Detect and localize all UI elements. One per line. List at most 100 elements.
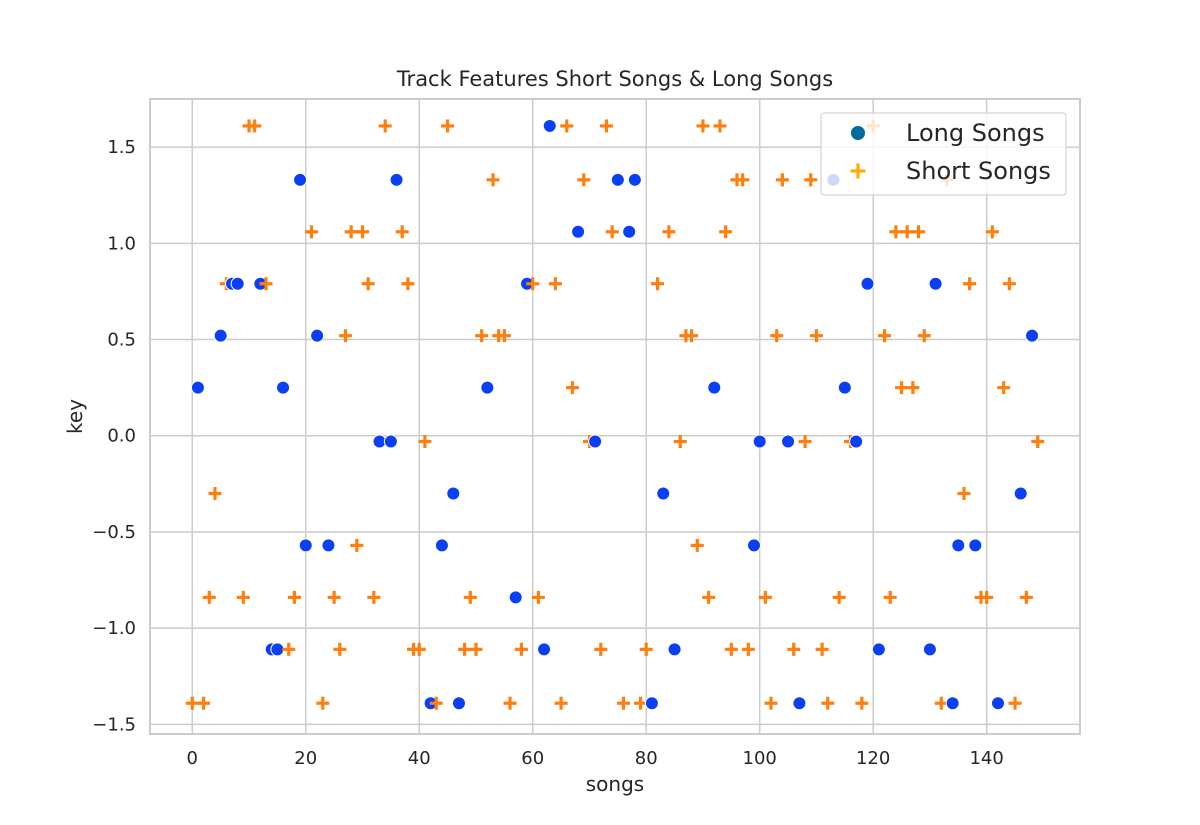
short-song-point: [554, 696, 568, 710]
short-song-point: [957, 486, 971, 500]
x-tick-label: 0: [187, 748, 198, 769]
short-song-point: [997, 381, 1011, 395]
short-song-point: [605, 225, 619, 239]
long-song-point: [310, 328, 325, 343]
short-song-point: [361, 277, 375, 291]
long-song-point: [747, 538, 762, 553]
long-song-point: [945, 696, 960, 711]
short-song-point: [832, 590, 846, 604]
x-tick-label: 100: [743, 748, 777, 769]
short-song-point: [696, 119, 710, 133]
short-song-point: [412, 642, 426, 656]
long-song-point: [298, 538, 313, 553]
long-song-point: [542, 118, 557, 133]
short-song-point: [304, 225, 318, 239]
long-song-point: [537, 642, 552, 657]
short-song-point: [401, 277, 415, 291]
short-song-point: [316, 696, 330, 710]
tick-labels: 0 20 40 60 80 100 120 140 −1.5 −1.0 −0.5 0.0 0.5 1.0 1…: [92, 137, 1004, 769]
short-song-point: [282, 642, 296, 656]
short-song-point: [821, 696, 835, 710]
short-song-point: [259, 277, 273, 291]
short-song-point: [514, 642, 528, 656]
y-tick-label: 0.5: [107, 330, 136, 351]
short-song-point: [651, 277, 665, 291]
long-song-point: [446, 486, 461, 501]
grid: [150, 99, 1080, 734]
short-song-point: [662, 225, 676, 239]
short-song-point: [713, 119, 727, 133]
short-song-point: [878, 329, 892, 343]
y-axis-label: key: [63, 399, 87, 434]
short-song-point: [906, 381, 920, 395]
short-song-point: [900, 225, 914, 239]
short-song-point: [236, 590, 250, 604]
short-song-point: [787, 642, 801, 656]
y-tick-label: 1.0: [107, 233, 136, 254]
short-song-point: [429, 696, 443, 710]
short-song-point: [912, 225, 926, 239]
y-tick-label: −1.0: [92, 618, 136, 639]
short-song-point: [741, 642, 755, 656]
x-tick-label: 20: [294, 748, 317, 769]
short-song-point: [798, 435, 812, 449]
short-song-point: [475, 329, 489, 343]
y-tick-label: 0.0: [107, 426, 136, 447]
short-song-point: [770, 329, 784, 343]
long-song-point: [610, 172, 625, 187]
short-song-point: [526, 277, 540, 291]
short-song-point: [395, 225, 409, 239]
short-song-point: [775, 173, 789, 187]
plot-frame: [149, 98, 1081, 735]
short-song-point: [758, 590, 772, 604]
x-axis-label: songs: [586, 772, 644, 796]
long-song-point: [792, 696, 807, 711]
long-song-point: [781, 434, 796, 449]
legend-marker-short-songs: [850, 163, 866, 179]
short-song-point: [327, 590, 341, 604]
short-song-point: [599, 119, 613, 133]
short-song-point: [617, 696, 631, 710]
y-tick-label: −1.5: [92, 714, 136, 735]
long-song-point: [860, 276, 875, 291]
short-song-point: [963, 277, 977, 291]
short-song-point: [934, 696, 948, 710]
long-song-point: [849, 434, 864, 449]
x-tick-label: 40: [408, 748, 431, 769]
long-song-point: [968, 538, 983, 553]
long-song-point: [480, 380, 495, 395]
long-song-point: [656, 486, 671, 501]
legend-box: [820, 112, 1067, 196]
long-song-point: [667, 642, 682, 657]
long-song-point: [389, 172, 404, 187]
long-song-point: [451, 696, 466, 711]
long-song-point: [627, 172, 642, 187]
short-song-point: [248, 119, 262, 133]
short-song-point: [702, 590, 716, 604]
short-song-point: [883, 590, 897, 604]
long-song-point: [321, 538, 336, 553]
short-song-point: [855, 696, 869, 710]
short-song-point: [634, 696, 648, 710]
long-song-point: [588, 434, 603, 449]
short-song-point: [594, 642, 608, 656]
short-song-point: [577, 173, 591, 187]
y-tick-label: 1.5: [107, 137, 136, 158]
long-song-point: [230, 276, 245, 291]
long-song-point: [1013, 486, 1028, 501]
short-song-point: [350, 538, 364, 552]
short-song-point: [497, 329, 511, 343]
long-song-point: [951, 538, 966, 553]
short-song-point: [804, 173, 818, 187]
short-song-point: [1008, 696, 1022, 710]
long-song-point: [293, 172, 308, 187]
legend-label: Short Songs: [906, 157, 1051, 185]
short-song-point: [815, 642, 829, 656]
long-song-point: [922, 642, 937, 657]
short-song-point: [1031, 435, 1045, 449]
x-tick-label: 80: [635, 748, 658, 769]
short-song-point: [639, 642, 653, 656]
short-song-point: [333, 642, 347, 656]
short-song-point: [458, 642, 472, 656]
